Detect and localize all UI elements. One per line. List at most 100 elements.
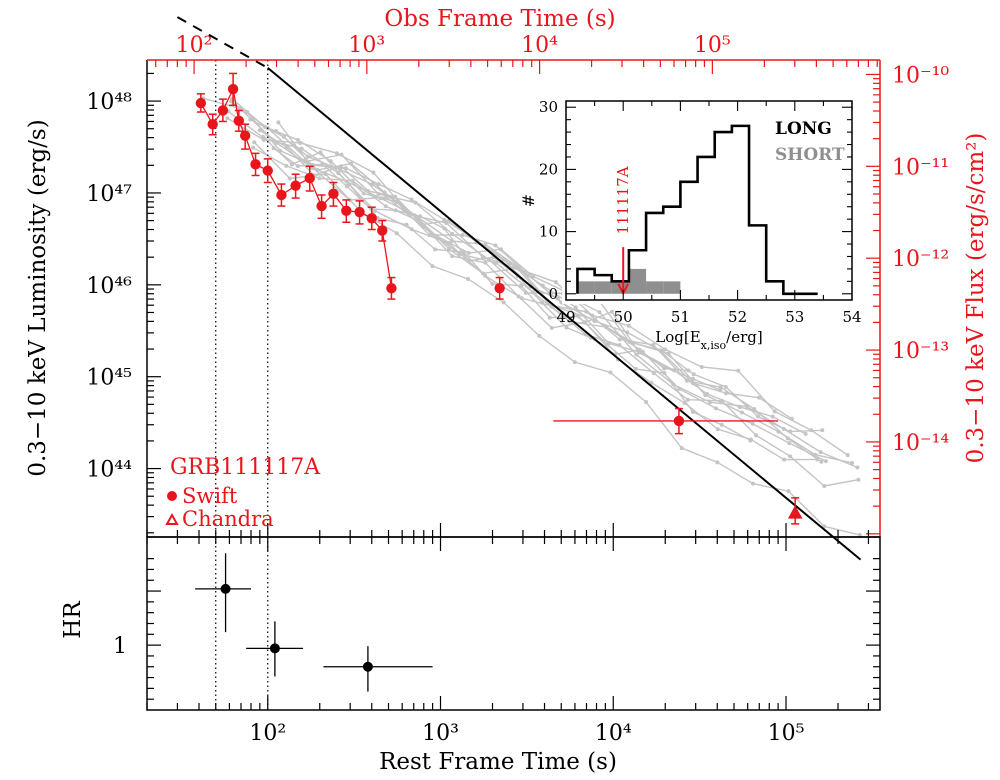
swift-marker (262, 165, 273, 176)
swift-marker (276, 189, 287, 201)
light-curve-point (724, 391, 729, 396)
light-curve-point (663, 347, 668, 352)
inset-histogram: 111117A 49 50 51 52 53 54 0 10 20 30 # Log[Ex,iso/er… (519, 97, 862, 352)
swift-data-point (207, 113, 218, 136)
swift-marker (316, 200, 327, 212)
light-curve-point (822, 483, 827, 488)
light-curve-point (271, 146, 276, 151)
light-curve-point (754, 433, 759, 438)
light-curve-point (856, 477, 861, 482)
inset-y-tick-label: 0 (548, 285, 558, 303)
hr-data-point (195, 553, 252, 633)
light-curve-point (394, 231, 399, 236)
swift-data-point (377, 219, 388, 242)
light-curve-point (466, 276, 471, 281)
light-curve-point (299, 146, 304, 151)
light-curve-point (553, 280, 558, 285)
hr-data-point (246, 621, 304, 677)
light-curve-point (644, 400, 649, 405)
light-curve-point (815, 457, 820, 462)
light-curve-point (373, 208, 378, 213)
x-tick-label: 10² (249, 721, 286, 746)
swift-data-point (262, 158, 273, 184)
light-curve-point (691, 376, 696, 381)
light-curve-point (788, 454, 793, 459)
inset-background (562, 97, 856, 304)
right-y-tick-label: 10⁻¹² (892, 247, 949, 272)
light-curve-point (855, 465, 860, 470)
light-curve-point (679, 446, 684, 451)
swift-data-point (276, 183, 287, 207)
light-curve-point (306, 154, 311, 159)
light-curve-point (691, 381, 696, 386)
light-curve-point (409, 197, 414, 202)
light-curve-point (772, 409, 777, 414)
light-curve-point (311, 166, 316, 171)
light-curve-point (567, 319, 572, 324)
swift-marker (304, 172, 315, 184)
legend-chandra-marker (165, 512, 179, 525)
light-curve-point (822, 524, 827, 529)
right-y-tick-label: 10⁻¹⁴ (892, 431, 949, 456)
inset-y-axis-title: # (519, 194, 538, 207)
light-curve-point (339, 164, 344, 169)
light-curve-point (658, 348, 663, 353)
light-curve-point (803, 431, 808, 436)
light-curve-point (493, 243, 498, 248)
light-curve-point (609, 309, 614, 314)
swift-marker (217, 105, 229, 116)
inset-x-tick-label: 49 (556, 308, 575, 326)
hr-y-tick-label: 1 (113, 634, 127, 659)
light-curve-point (723, 384, 728, 389)
y-tick-label: 10⁴⁶ (86, 274, 132, 299)
light-curve-point (287, 176, 292, 181)
light-curve (253, 141, 860, 536)
light-curve-point (483, 260, 488, 265)
light-curve-point (519, 283, 524, 288)
light-curve-point (625, 330, 630, 335)
light-curve-point (320, 162, 325, 167)
light-curve-point (323, 172, 328, 177)
inset-y-tick-label: 30 (539, 98, 558, 116)
light-curve-point (617, 337, 622, 342)
light-curve-point (344, 184, 349, 189)
light-curve-point (262, 124, 267, 129)
light-curve-point (444, 220, 449, 225)
light-curve-point (433, 247, 438, 252)
light-curve-point (394, 199, 399, 204)
light-curve-point (705, 391, 710, 396)
light-curve-point (501, 300, 506, 305)
light-curve-point (289, 162, 294, 167)
light-curve (252, 146, 818, 461)
short-histogram-bar (646, 281, 664, 294)
right-axis-title: 0.3−10 keV Flux (erg/s/cm²) (963, 133, 989, 464)
light-curve (203, 97, 827, 462)
chandra-marker (787, 505, 803, 519)
axis-labels: Obs Frame Time (s) 0.3−10 keV Luminosity… (25, 6, 989, 775)
light-curve-point (274, 140, 279, 145)
light-curve-point (719, 422, 724, 427)
light-curve-point (276, 120, 281, 125)
bottom-axis-title: Rest Frame Time (s) (379, 749, 617, 775)
light-curve-point (526, 273, 531, 278)
swift-data-point (354, 200, 365, 225)
swift-marker (377, 225, 388, 236)
light-curve-point (649, 380, 654, 385)
light-curve-point (430, 264, 435, 269)
grb-marker-label: 111117A (614, 166, 632, 234)
swift-marker (227, 83, 239, 95)
light-curve-point (789, 416, 794, 421)
light-curve-point (699, 364, 704, 369)
swift-marker (239, 130, 251, 141)
short-histogram-bar (594, 281, 612, 294)
light-curve-point (540, 300, 545, 305)
light-curve-point (547, 315, 552, 320)
legend-title: GRB111117A (170, 455, 321, 480)
light-curve-point (818, 450, 823, 455)
swift-marker (250, 159, 261, 170)
light-curve-point (597, 310, 602, 315)
light-curve-point (350, 178, 355, 183)
light-curve-point (739, 410, 744, 415)
swift-data-point (316, 194, 327, 220)
light-curve-point (633, 366, 638, 371)
